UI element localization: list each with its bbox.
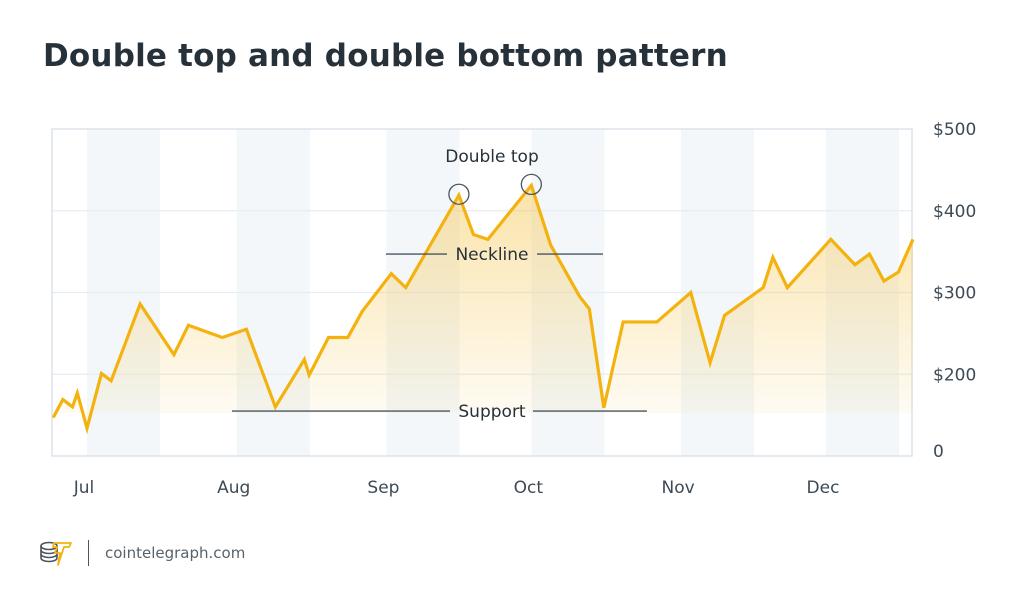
support-label: Support xyxy=(458,402,526,422)
y-tick-label: $400 xyxy=(933,202,976,222)
y-axis: $500 $400 $300 $200 0 xyxy=(933,120,976,462)
y-tick-label: $500 xyxy=(933,120,976,140)
y-tick-label: $300 xyxy=(933,284,976,304)
x-axis: Jul Aug Sep Oct Nov Dec xyxy=(73,478,840,498)
footer: cointelegraph.com xyxy=(38,538,245,568)
neckline-label: Neckline xyxy=(455,245,528,265)
price-area-fill xyxy=(53,185,913,429)
x-tick-label: Sep xyxy=(367,478,399,498)
x-tick-label: Nov xyxy=(661,478,694,498)
x-tick-label: Aug xyxy=(217,478,250,498)
annotations: Double top Neckline Support xyxy=(232,147,647,422)
double-top-peak-circle xyxy=(448,183,470,205)
x-tick-label: Jul xyxy=(73,478,95,498)
x-tick-label: Dec xyxy=(807,478,840,498)
footer-divider xyxy=(88,540,89,566)
double-top-peak-circle xyxy=(520,173,543,196)
double-top-label: Double top xyxy=(445,147,539,167)
chart-title: Double top and double bottom pattern xyxy=(43,38,728,74)
y-tick-label: 0 xyxy=(933,442,944,462)
data-points xyxy=(53,185,914,429)
cointelegraph-logo-icon xyxy=(40,541,72,566)
brand-name: cointelegraph.com xyxy=(105,544,246,562)
x-tick-label: Oct xyxy=(514,478,544,498)
y-tick-label: $200 xyxy=(933,365,976,385)
